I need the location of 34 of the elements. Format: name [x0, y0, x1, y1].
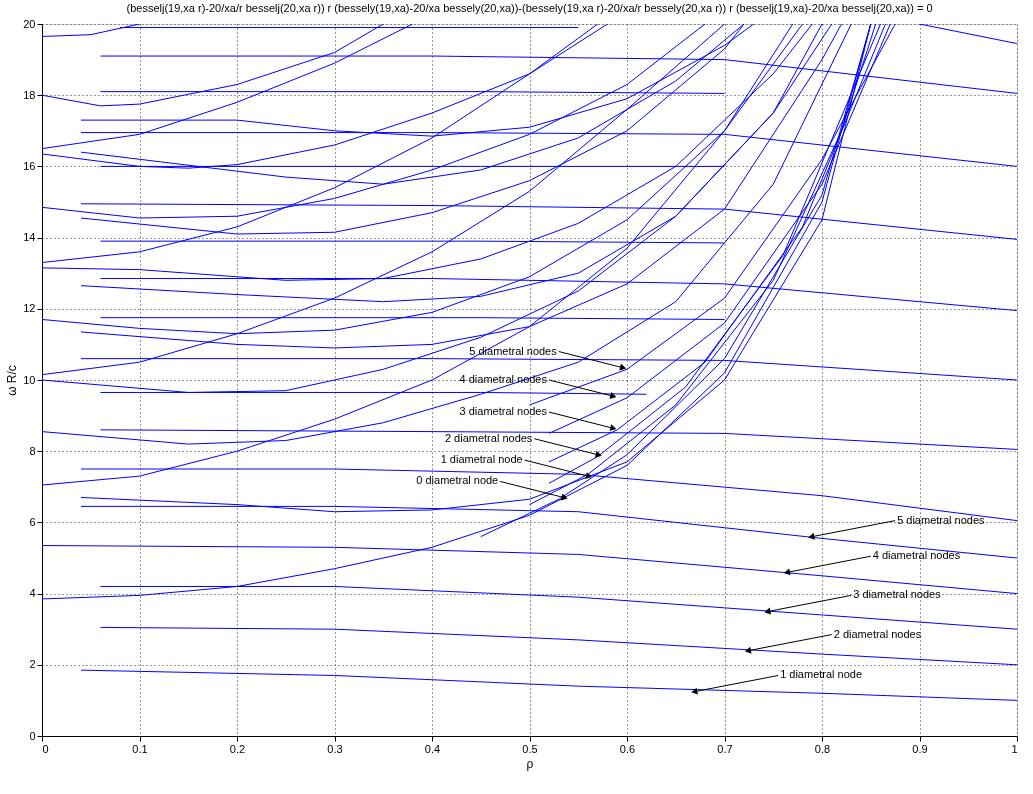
x-axis-title: ρ	[526, 756, 534, 771]
annotation: 2 diametral nodes	[444, 431, 533, 444]
x-tick-label: 0.4	[424, 742, 441, 755]
annotation: 1 diametral node	[780, 668, 863, 681]
y-tick-label: 16	[23, 159, 36, 172]
y-tick-label: 8	[29, 444, 36, 457]
annotation: 2 diametral nodes	[833, 627, 922, 640]
y-tick-label: 0	[29, 729, 36, 742]
annotation: 3 diametral nodes	[459, 405, 548, 418]
x-tick-label: 0.3	[327, 742, 343, 755]
y-tick-label: 14	[23, 231, 36, 244]
x-tick-label: 0.5	[522, 742, 538, 755]
x-tick-label: 0	[42, 742, 49, 755]
x-tick-label: 0.9	[912, 742, 928, 755]
y-tick-label: 10	[23, 373, 36, 386]
annotation: 3 diametral nodes	[853, 588, 942, 601]
annotation: 1 diametral node	[440, 453, 523, 466]
y-tick-label: 2	[29, 658, 36, 671]
y-tick-label: 12	[23, 302, 36, 315]
x-tick-label: 0.8	[814, 742, 831, 755]
chart-title: (besselj(19,xa r)-20/xa/r besselj(20,xa r)) r (bessely(19,xa)-20/xa bessely(20,xa))-(bessely(19,xa r)-20/xa/r bessely(20,xa r)) r (besselj(19,xa)-20/xa besselj(20,xa)) = 0	[126, 2, 933, 14]
annotation: 4 diametral nodes	[872, 549, 961, 562]
y-tick-label: 4	[29, 587, 36, 600]
annotation: 0 diametral node	[416, 474, 499, 487]
y-tick-label: 20	[23, 17, 36, 30]
x-tick-label: 1	[1011, 742, 1018, 755]
x-tick-label: 0.7	[717, 742, 733, 755]
x-tick-label: 0.1	[132, 742, 148, 755]
y-axis-title: ω R/c	[5, 365, 20, 396]
y-tick-label: 18	[23, 88, 36, 101]
x-tick-label: 0.6	[619, 742, 636, 755]
annotation: 5 diametral nodes	[897, 513, 986, 526]
y-tick-label: 6	[29, 515, 36, 528]
x-tick-label: 0.2	[229, 742, 246, 755]
